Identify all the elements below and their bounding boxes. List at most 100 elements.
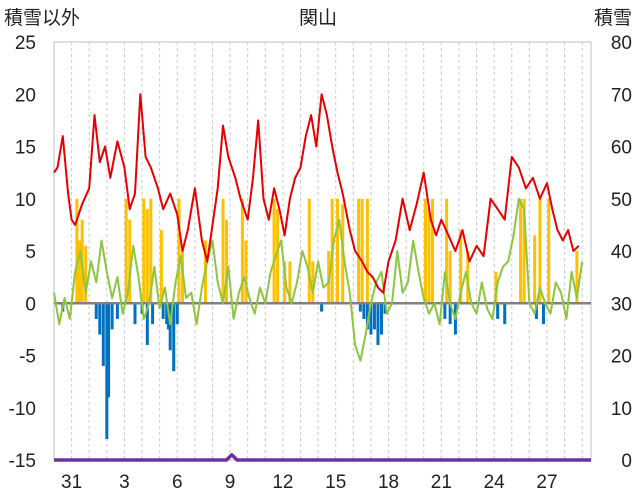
right-tick-label: 0 [621,451,632,472]
precip-bar [448,251,452,304]
negative-bar [105,303,109,440]
precip-bar [84,245,88,304]
precip-bar [533,235,537,304]
precip-bar [307,198,311,304]
precip-bar [145,209,149,304]
x-tick-label: 6 [172,472,183,493]
precip-bar [142,198,146,304]
precip-bar [159,230,163,304]
left-tick-label: -15 [9,451,36,472]
precip-bar [547,198,551,304]
negative-bar [534,303,538,319]
negative-bar [443,303,447,319]
precip-bar [427,209,431,304]
left-tick-label: 15 [15,138,36,159]
x-tick-label: 3 [119,472,130,493]
max-temp-line [53,93,580,294]
grid-lines [71,42,583,460]
negative-bar [496,303,500,319]
negative-bar [145,303,149,346]
precip-bar [244,240,248,304]
precip-bar [149,198,153,304]
negative-bar [376,303,380,346]
negative-bar [372,303,376,330]
precip-bar [459,230,463,304]
min-temp-line [53,197,584,362]
negative-bar [161,303,165,319]
x-tick-label: 24 [484,472,506,493]
precip-bar [360,198,364,304]
negative-bar [101,303,105,366]
x-tick-label: 27 [536,472,557,493]
negative-bar [503,303,507,325]
precip-bar [519,198,523,304]
negative-bar [448,303,452,325]
x-tick-label: 15 [325,472,346,493]
precip-bar [276,209,280,304]
negative-bar [115,303,119,319]
precip-bar [445,198,449,304]
precip-bar [288,261,292,304]
negative-bar [107,303,111,398]
negative-bar [383,303,387,314]
precip-bar [311,261,315,304]
chart-title: 関山 [299,7,337,29]
right-tick-label: 60 [611,138,632,159]
precip-bar [538,198,542,304]
negative-bar [165,303,169,325]
snow-depth-line [54,453,591,462]
left-tick-label: 20 [15,85,36,106]
precip-bar [225,219,229,304]
negative-bar [172,303,176,372]
negative-bar [369,303,373,335]
left-tick-label: 10 [15,190,36,211]
precip-bar [357,198,361,304]
precip-bar [75,198,79,304]
left-tick-label: -5 [19,347,36,368]
negative-bar [133,303,137,325]
right-tick-label: 10 [611,399,632,420]
left-tick-label: -10 [9,399,36,420]
left-axis-title: 積雪以外 [4,7,80,29]
x-tick-label: 18 [378,472,399,493]
precip-bar [283,261,287,304]
negative-bar [320,303,324,312]
negative-bar [94,303,98,319]
precip-bar [494,271,498,304]
precip-bar [221,198,225,304]
x-tick-label: 21 [431,472,452,493]
negative-bar [365,303,369,330]
negative-bar [98,303,102,335]
right-tick-label: 30 [611,294,632,315]
negative-bar [362,303,366,319]
negative-bar [358,303,362,312]
negative-bar [175,303,179,325]
x-tick-label: 31 [61,472,82,493]
precip-bar [423,198,427,304]
right-axis-title: 積雪 [594,7,632,29]
negative-bar [168,303,172,351]
precip-bar [124,198,128,304]
left-tick-label: 0 [25,294,36,315]
left-tick-label: 5 [25,242,36,263]
line-series [53,93,591,462]
negative-bar [541,303,545,325]
precip-bar [575,251,579,304]
precip-bar [128,219,132,304]
precip-bar [431,198,435,304]
right-tick-label: 20 [611,347,632,368]
negative-bar [379,303,383,335]
right-tick-label: 50 [611,190,632,211]
negative-bar [110,303,114,330]
precip-bar [78,240,82,304]
negative-bar [151,303,155,325]
right-tick-label: 40 [611,242,632,263]
left-tick-label: 25 [15,33,36,54]
precip-bar [522,198,526,304]
precip-bar [335,198,339,304]
precip-bar [177,198,181,304]
precip-bar [240,198,244,304]
x-tick-label: 9 [225,472,236,493]
